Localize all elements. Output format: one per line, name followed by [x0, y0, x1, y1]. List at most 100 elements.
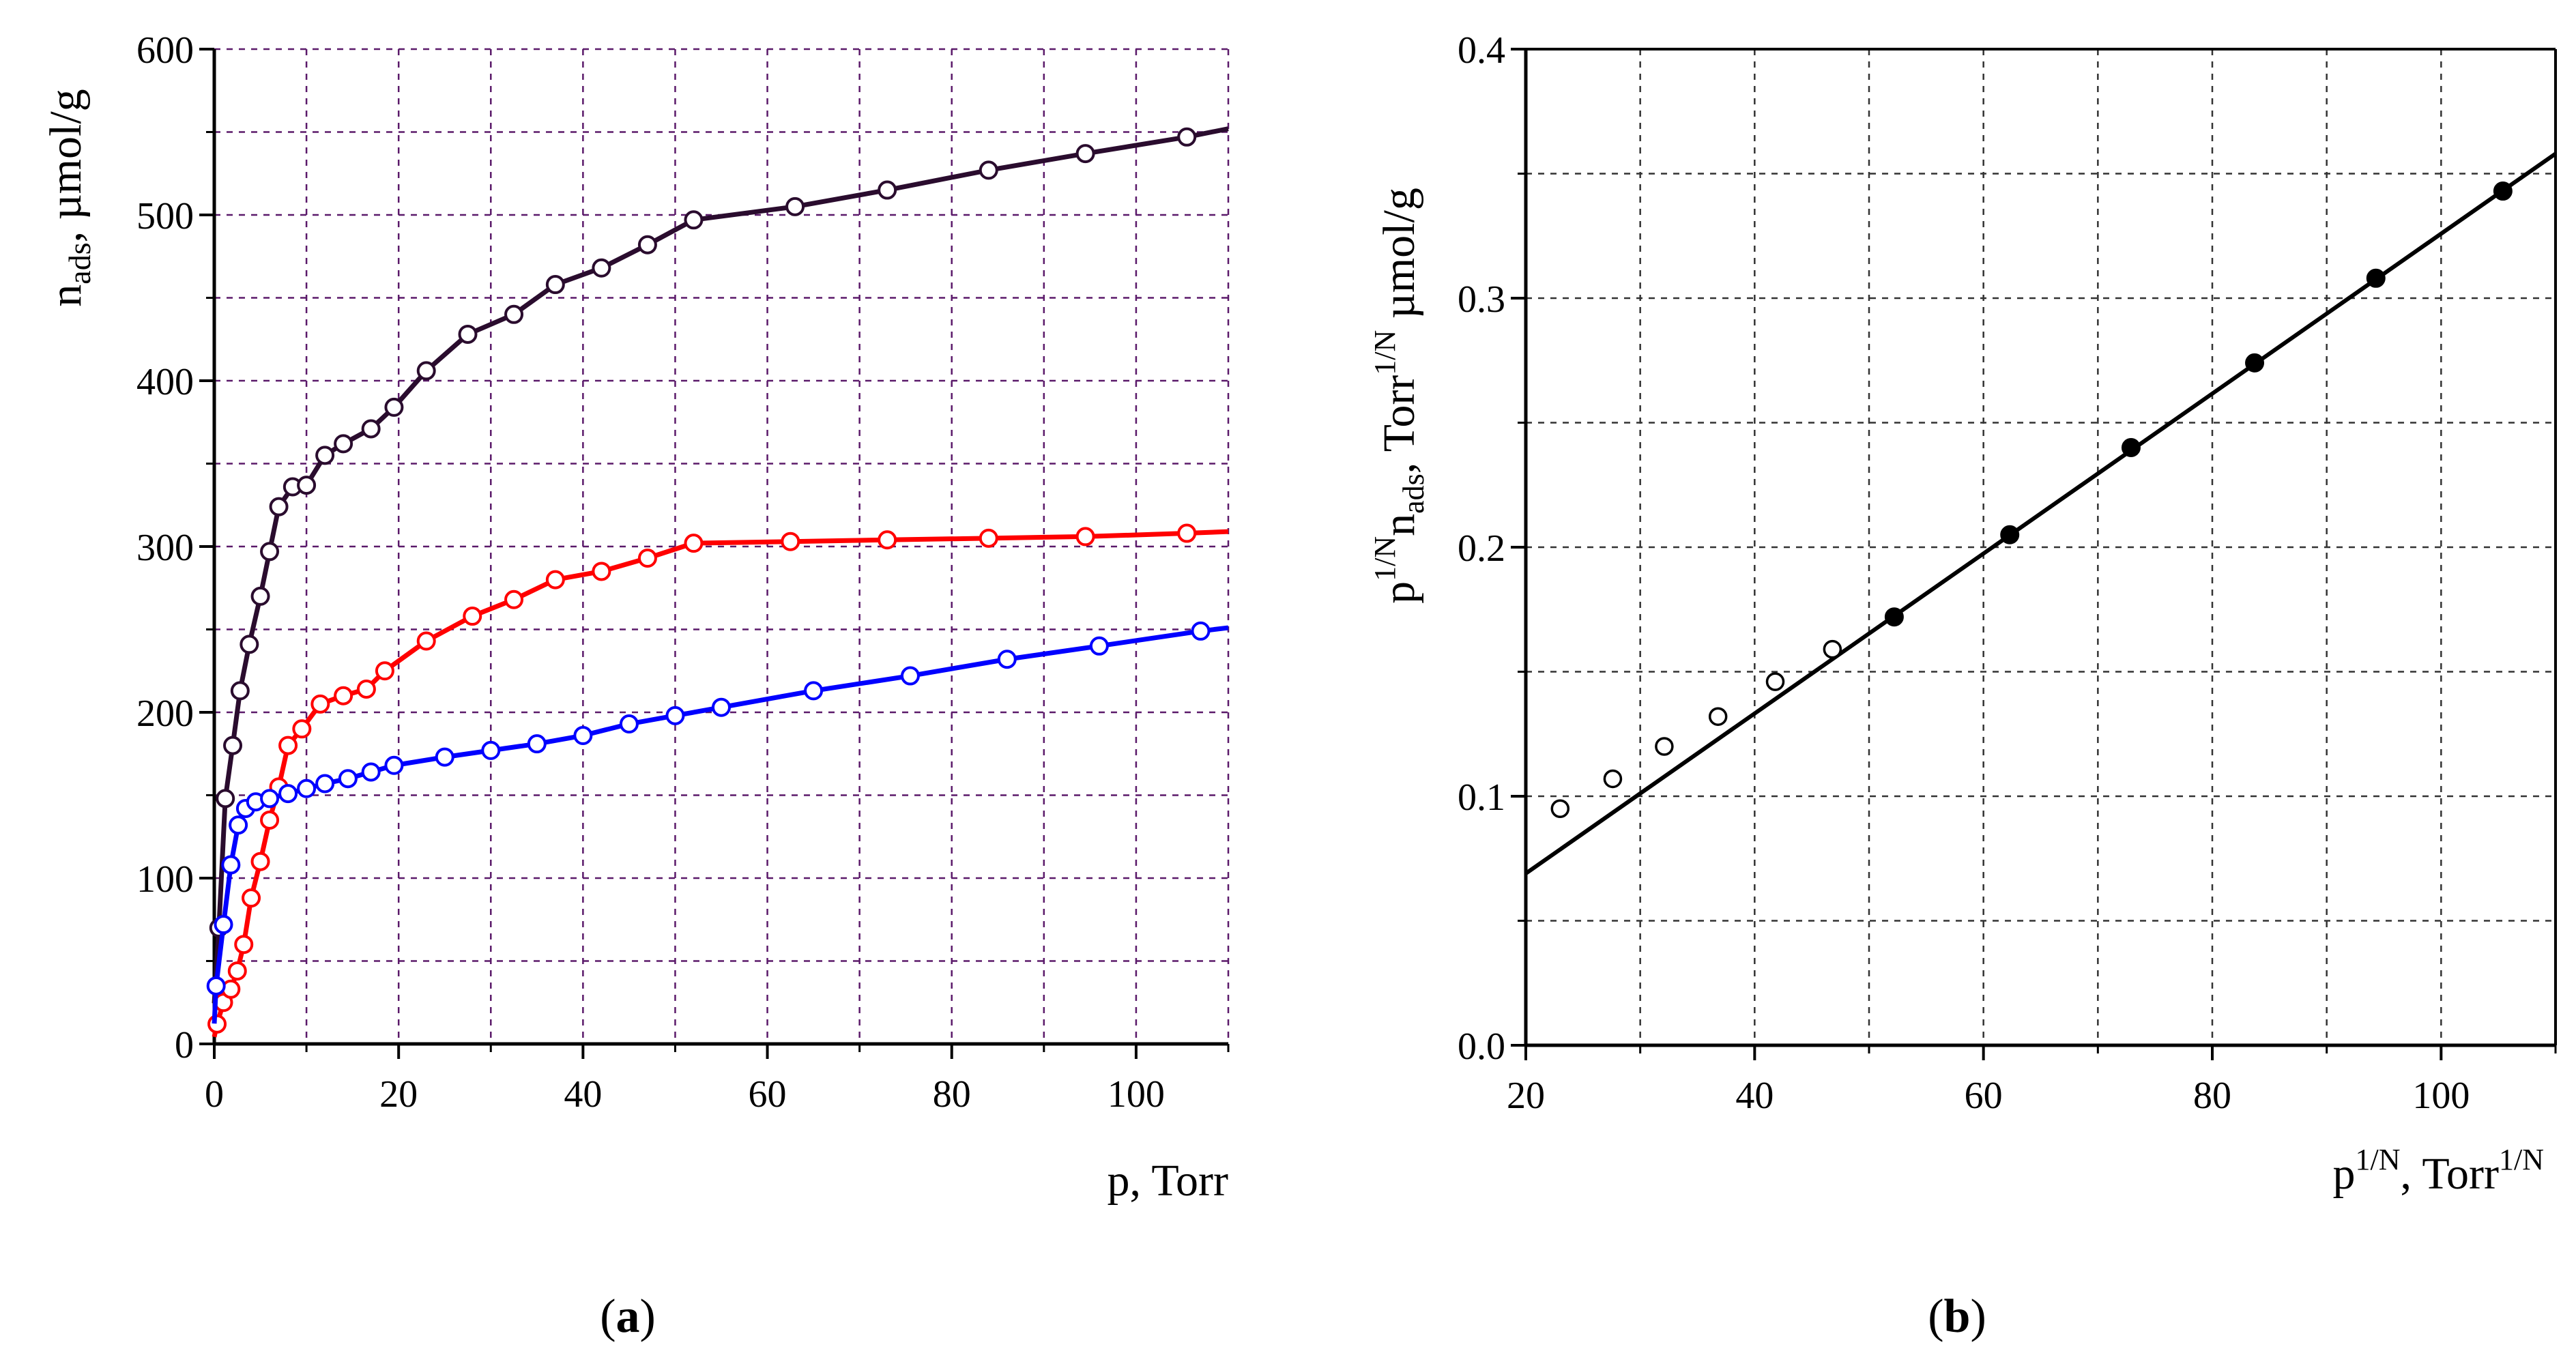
series-3-point: [260, 789, 280, 809]
panel-a: 0 20 40 60 80 100 0 100 200 300 400 500 600: [136, 29, 1230, 1116]
panel-b-ylabel-p: p: [1374, 581, 1424, 604]
series-2-point: [592, 562, 611, 581]
panel-b-ylabel-mid: , Torr: [1374, 375, 1424, 474]
panel-a-ylabel-main: n: [41, 285, 91, 307]
panel-b-ylabel: p1/Nnads, Torr1/N µmol/g: [1368, 188, 1430, 604]
series-2-point: [278, 736, 298, 755]
panel-b-xlabel-base: p: [2333, 1149, 2356, 1199]
series-1-point: [240, 635, 259, 654]
x-tick-label: 40: [564, 1073, 602, 1116]
panel-b-xlabel-sup: 1/N: [2356, 1143, 2401, 1176]
panel-b-xlabel-sup2: 1/N: [2499, 1143, 2544, 1176]
series-3-point: [997, 650, 1017, 669]
y-tick-label: 0: [175, 1024, 194, 1066]
series-2-point: [334, 686, 353, 705]
series-3-point: [206, 976, 226, 995]
series-3-point: [315, 774, 335, 794]
open-point: [1765, 672, 1785, 691]
series-3-point: [1089, 636, 1109, 656]
x-tick-label: 20: [379, 1073, 418, 1116]
open-point: [1708, 707, 1728, 726]
series-1-point: [269, 497, 289, 516]
filled-point: [2493, 181, 2513, 201]
series-2-point: [463, 607, 482, 626]
series-1-point: [637, 235, 657, 254]
y-tick-label: 100: [136, 858, 194, 901]
series-1-point: [416, 361, 436, 381]
y-tick-label: 600: [136, 29, 194, 72]
series-1-point: [334, 434, 353, 454]
series-2-point: [260, 810, 280, 830]
series-3-point: [804, 681, 824, 701]
series-2-point: [356, 679, 376, 699]
series-1-point: [297, 476, 317, 495]
filled-point: [2000, 525, 2020, 544]
panel-b-xlabel-mid: , Torr: [2401, 1149, 2499, 1199]
open-point: [1655, 737, 1674, 756]
series-3-point: [619, 714, 639, 734]
x-tick-label: 100: [2412, 1075, 2470, 1117]
panel-a-caption: (a): [600, 1290, 656, 1343]
series-2-point: [227, 961, 247, 981]
series-3-point: [221, 855, 241, 875]
y-tick-label: 500: [136, 195, 194, 237]
x-tick-label: 60: [1965, 1075, 2003, 1117]
series-2-point: [637, 549, 657, 568]
series-1-point: [250, 586, 270, 606]
panel-b-ylabel-unit: µmol/g: [1374, 188, 1424, 330]
panel-b-caption: (b): [1928, 1290, 1986, 1343]
y-tick-label: 0.3: [1458, 278, 1505, 321]
series-1-point: [361, 419, 381, 439]
series-2-point: [979, 528, 998, 548]
series-3-point: [338, 769, 358, 789]
x-tick-label: 100: [1108, 1073, 1165, 1116]
series-3-point: [527, 734, 547, 754]
series-3-point: [1191, 621, 1211, 641]
series-2-point: [292, 719, 312, 739]
series-1-line: [212, 126, 1229, 1004]
series-1-point: [785, 197, 805, 216]
series-3-point: [665, 705, 685, 725]
x-tick-label: 80: [2193, 1075, 2231, 1117]
panel-b-ylabel-p-sup: 1/N: [1368, 536, 1402, 581]
series-2-point: [242, 888, 261, 908]
x-tick-label: 20: [1507, 1075, 1545, 1117]
x-tick-label: 80: [933, 1073, 971, 1116]
series-2-point: [684, 534, 704, 553]
series-3-point: [384, 755, 404, 775]
series-3-point: [481, 740, 501, 760]
series-1-point: [1075, 144, 1095, 164]
x-tick-label: 40: [1735, 1075, 1774, 1117]
series-2-point: [545, 570, 565, 590]
y-tick-label: 200: [136, 693, 194, 735]
series-1-point: [592, 258, 611, 278]
panel-a-caption-letter: a: [616, 1290, 640, 1343]
panel-a-ylabel: nads, µmol/g: [41, 89, 97, 306]
open-point: [1550, 799, 1570, 818]
panel-a-ylabel-sub: ads: [62, 242, 97, 284]
series-3-point: [278, 784, 298, 804]
panel-b-ylabel-n: n: [1374, 514, 1424, 536]
filled-point: [2121, 438, 2141, 457]
series-3-point: [361, 762, 381, 782]
series-2-point: [1075, 527, 1095, 547]
series-1-point: [1177, 127, 1197, 147]
series-2-point: [416, 631, 436, 651]
panel-a-xlabel: p, Torr: [1108, 1156, 1228, 1206]
series-2-point: [207, 1014, 227, 1034]
panel-b-caption-letter: b: [1944, 1290, 1971, 1343]
series-3-point: [229, 815, 248, 835]
series-2-point: [310, 694, 330, 714]
series-2-point: [1177, 523, 1197, 543]
series-1-point: [684, 210, 704, 230]
y-tick-label: 0.0: [1458, 1025, 1505, 1068]
filled-point: [1884, 607, 1904, 627]
y-tick-label: 300: [136, 527, 194, 569]
series-3-point: [712, 697, 731, 717]
x-tick-label: 60: [749, 1073, 787, 1116]
panel-b-ylabel-n-sub: ads: [1397, 474, 1430, 514]
series-1-point: [545, 275, 565, 295]
series-3-point: [435, 747, 454, 767]
series-1-point: [878, 180, 897, 200]
series-1-point: [223, 736, 243, 755]
